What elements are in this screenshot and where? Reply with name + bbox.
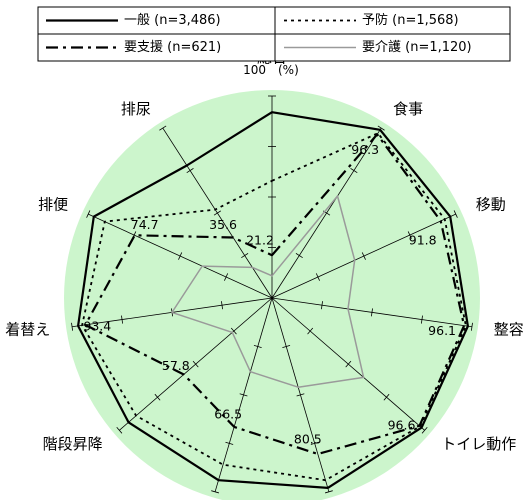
axis-label-1: 食事 [393, 100, 423, 118]
tick-8-25 [221, 301, 223, 310]
tick-4-100 [421, 426, 428, 434]
tick-8-100 [71, 322, 74, 331]
tick-10-25 [241, 253, 249, 259]
axis-label-10: 排尿 [121, 100, 151, 118]
spokes [71, 95, 473, 494]
legend-label-3: 要介護 (n=1,120) [362, 39, 472, 55]
tick-5-75 [310, 441, 319, 445]
data-label-1: 96.3 [351, 142, 379, 157]
axis-label-8: 着替え [5, 320, 50, 338]
tick-4-75 [383, 393, 390, 401]
legend-label-0: 一般 (n=3,486) [124, 12, 221, 28]
tick-7-50 [192, 360, 199, 368]
series-group [76, 111, 469, 489]
data-label-0: 21.2 [246, 233, 274, 248]
tick-5-100 [324, 490, 333, 494]
tick-2-25 [315, 273, 320, 281]
data-label-10: 35.6 [209, 217, 237, 232]
tick-10-75 [186, 168, 194, 174]
tick-10-50 [213, 210, 221, 216]
series-line-2 [84, 133, 466, 456]
tick-6-75 [225, 441, 234, 445]
tick-9-100 [86, 210, 91, 218]
tick-5-50 [296, 393, 305, 397]
series-line-3 [171, 195, 365, 388]
scale-unit-label: (%) [278, 63, 299, 77]
tick-8-75 [121, 315, 124, 324]
axis-label-7: 階段昇降 [43, 435, 103, 453]
data-label-5: 80.5 [294, 432, 322, 447]
tick-2-50 [361, 252, 366, 260]
axis-labels: 総合食事移動整容トイレ動作入浴歩行階段昇降着替え排便排尿 [5, 49, 523, 454]
tick-4-50 [345, 360, 352, 368]
data-label-9: 74.7 [131, 217, 159, 232]
tick-2-75 [407, 231, 412, 239]
tick-7-100 [116, 426, 123, 434]
tick-1-25 [295, 253, 303, 259]
tick-9-25 [224, 273, 229, 281]
legend-label-1: 予防 (n=1,568) [362, 12, 459, 28]
tick-2-100 [453, 210, 458, 218]
legend-label-2: 要支援 (n=621) [124, 40, 221, 55]
data-label-7: 57.8 [162, 358, 190, 373]
tick-1-100 [377, 125, 385, 131]
tick-6-25 [253, 344, 262, 348]
legend: 一般 (n=3,486) 予防 (n=1,568) 要支援 (n=621) 要介護 (… [37, 6, 511, 62]
axis-label-4: トイレ動作 [441, 435, 516, 453]
series-line-1 [81, 132, 467, 482]
tick-9-50 [178, 252, 183, 260]
data-label-6: 66.5 [214, 406, 242, 421]
tick-3-50 [371, 308, 373, 317]
tick-1-75 [350, 168, 358, 174]
tick-3-25 [321, 301, 323, 310]
scale-max-label: 100 [243, 63, 266, 77]
data-label-4: 96.6 [388, 417, 416, 432]
tick-3-100 [470, 322, 473, 331]
tick-7-75 [154, 393, 161, 401]
tick-4-25 [307, 327, 314, 335]
data-labels: 21.2 96.3 91.8 96.1 96.6 80.5 66.5 57.8 93.4 74.7… [83, 142, 456, 447]
tick-6-50 [239, 393, 248, 397]
data-label-2: 91.8 [409, 233, 437, 248]
tick-7-25 [230, 327, 237, 335]
series-line-0 [76, 111, 469, 489]
axis-label-3: 整容 [494, 320, 523, 338]
data-label-3: 96.1 [428, 323, 456, 338]
tick-6-100 [211, 490, 220, 494]
data-label-8: 93.4 [83, 318, 111, 333]
axis-label-9: 排便 [38, 195, 68, 213]
axis-label-2: 移動 [476, 195, 506, 213]
tick-5-25 [282, 344, 291, 348]
tick-3-75 [420, 315, 423, 324]
tick-10-100 [159, 125, 167, 131]
